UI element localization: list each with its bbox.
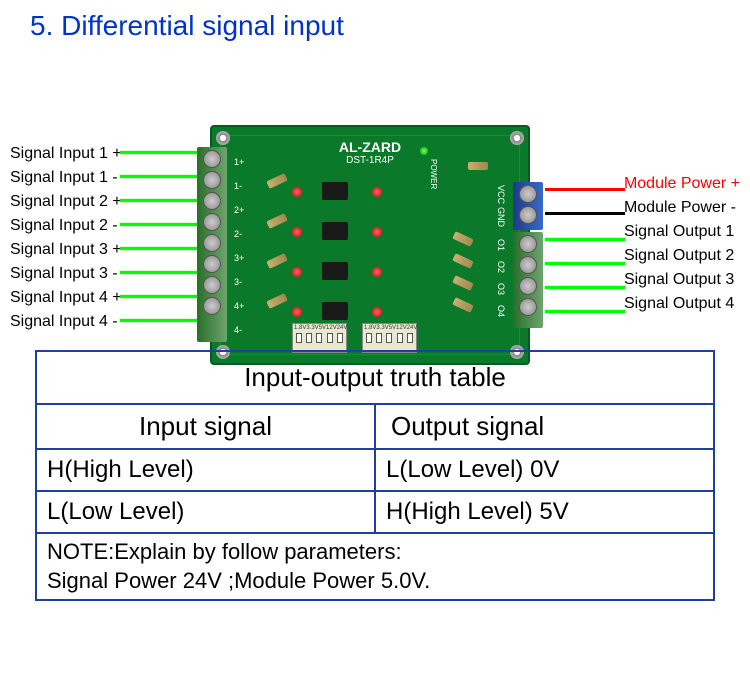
terminal-block-power: [513, 182, 543, 230]
wire-in-3m: [120, 271, 200, 274]
pin-label: O4: [496, 305, 506, 317]
input-4-plus: Signal Input 4 +: [10, 286, 122, 310]
table-cell: H(High Level): [37, 450, 376, 492]
signal-output-4: Signal Output 4: [624, 292, 740, 316]
resistor-icon: [468, 162, 488, 170]
module-power-minus: Module Power -: [624, 196, 740, 220]
terminal-block-output: [513, 232, 543, 328]
led-icon: [292, 267, 302, 277]
wire-in-4m: [120, 319, 200, 322]
mount-hole: [510, 131, 524, 145]
wire-power-minus: [545, 212, 625, 215]
table-col-input: Input signal: [37, 405, 376, 450]
table-note: NOTE:Explain by follow parameters: Signa…: [37, 534, 713, 599]
wire-in-4p: [120, 295, 200, 298]
input-labels: Signal Input 1 + Signal Input 1 - Signal…: [10, 142, 122, 334]
table-cell: L(Low Level): [37, 492, 376, 534]
wire-in-1m: [120, 175, 200, 178]
pcb-board: AL-ZARD DST-1R4P POWER 1+ 1- 2+ 2- 3+ 3-…: [210, 125, 530, 365]
optocoupler-icon: [322, 182, 348, 200]
signal-output-3: Signal Output 3: [624, 268, 740, 292]
page-title: 5. Differential signal input: [30, 10, 344, 42]
diagram: Signal Input 1 + Signal Input 1 - Signal…: [0, 60, 750, 340]
pin-label: O1: [496, 239, 506, 251]
mount-hole: [216, 131, 230, 145]
led-icon: [292, 227, 302, 237]
input-1-minus: Signal Input 1 -: [10, 166, 122, 190]
pcb-brand: AL-ZARD: [339, 139, 401, 155]
pin-label: O2: [496, 261, 506, 273]
pin-label: 1+: [234, 157, 244, 167]
truth-table: Input-output truth table Input signal Ou…: [35, 350, 715, 601]
pin-label: VCC: [496, 185, 506, 204]
power-led-icon: [420, 147, 428, 155]
table-title: Input-output truth table: [37, 352, 713, 405]
input-2-plus: Signal Input 2 +: [10, 190, 122, 214]
pin-label: 3-: [234, 277, 242, 287]
wire-out-3: [545, 286, 625, 289]
input-3-minus: Signal Input 3 -: [10, 262, 122, 286]
pin-label: 3+: [234, 253, 244, 263]
led-icon: [372, 267, 382, 277]
input-4-minus: Signal Input 4 -: [10, 310, 122, 334]
wire-in-1p: [120, 151, 200, 154]
pin-label: 1-: [234, 181, 242, 191]
voltage-selector-right: 1.8V3.3V5V12V24V: [362, 323, 417, 353]
module-power-plus: Module Power +: [624, 172, 740, 196]
output-labels: Module Power + Module Power - Signal Out…: [624, 172, 740, 316]
wire-power-plus: [545, 188, 625, 191]
pin-label: 2+: [234, 205, 244, 215]
input-2-minus: Signal Input 2 -: [10, 214, 122, 238]
led-icon: [372, 227, 382, 237]
wire-in-2p: [120, 199, 200, 202]
led-icon: [292, 187, 302, 197]
optocoupler-icon: [322, 222, 348, 240]
table-cell: H(High Level) 5V: [376, 492, 713, 534]
optocoupler-icon: [322, 302, 348, 320]
pin-label: 2-: [234, 229, 242, 239]
wire-in-2m: [120, 223, 200, 226]
led-icon: [292, 307, 302, 317]
wire-out-1: [545, 238, 625, 241]
pin-label: 4+: [234, 301, 244, 311]
terminal-block-left: [197, 147, 227, 342]
signal-output-2: Signal Output 2: [624, 244, 740, 268]
led-icon: [372, 187, 382, 197]
wire-in-3p: [120, 247, 200, 250]
led-icon: [372, 307, 382, 317]
wire-out-4: [545, 310, 625, 313]
pin-label: 4-: [234, 325, 242, 335]
pin-label: GND: [496, 207, 506, 227]
table-col-output: Output signal: [376, 405, 713, 450]
signal-output-1: Signal Output 1: [624, 220, 740, 244]
input-3-plus: Signal Input 3 +: [10, 238, 122, 262]
voltage-selector-left: 1.8V3.3V5V12V24V: [292, 323, 347, 353]
pcb-model: DST-1R4P: [346, 155, 394, 166]
pin-label: O3: [496, 283, 506, 295]
input-1-plus: Signal Input 1 +: [10, 142, 122, 166]
table-cell: L(Low Level) 0V: [376, 450, 713, 492]
power-label: POWER: [429, 159, 438, 189]
optocoupler-icon: [322, 262, 348, 280]
wire-out-2: [545, 262, 625, 265]
